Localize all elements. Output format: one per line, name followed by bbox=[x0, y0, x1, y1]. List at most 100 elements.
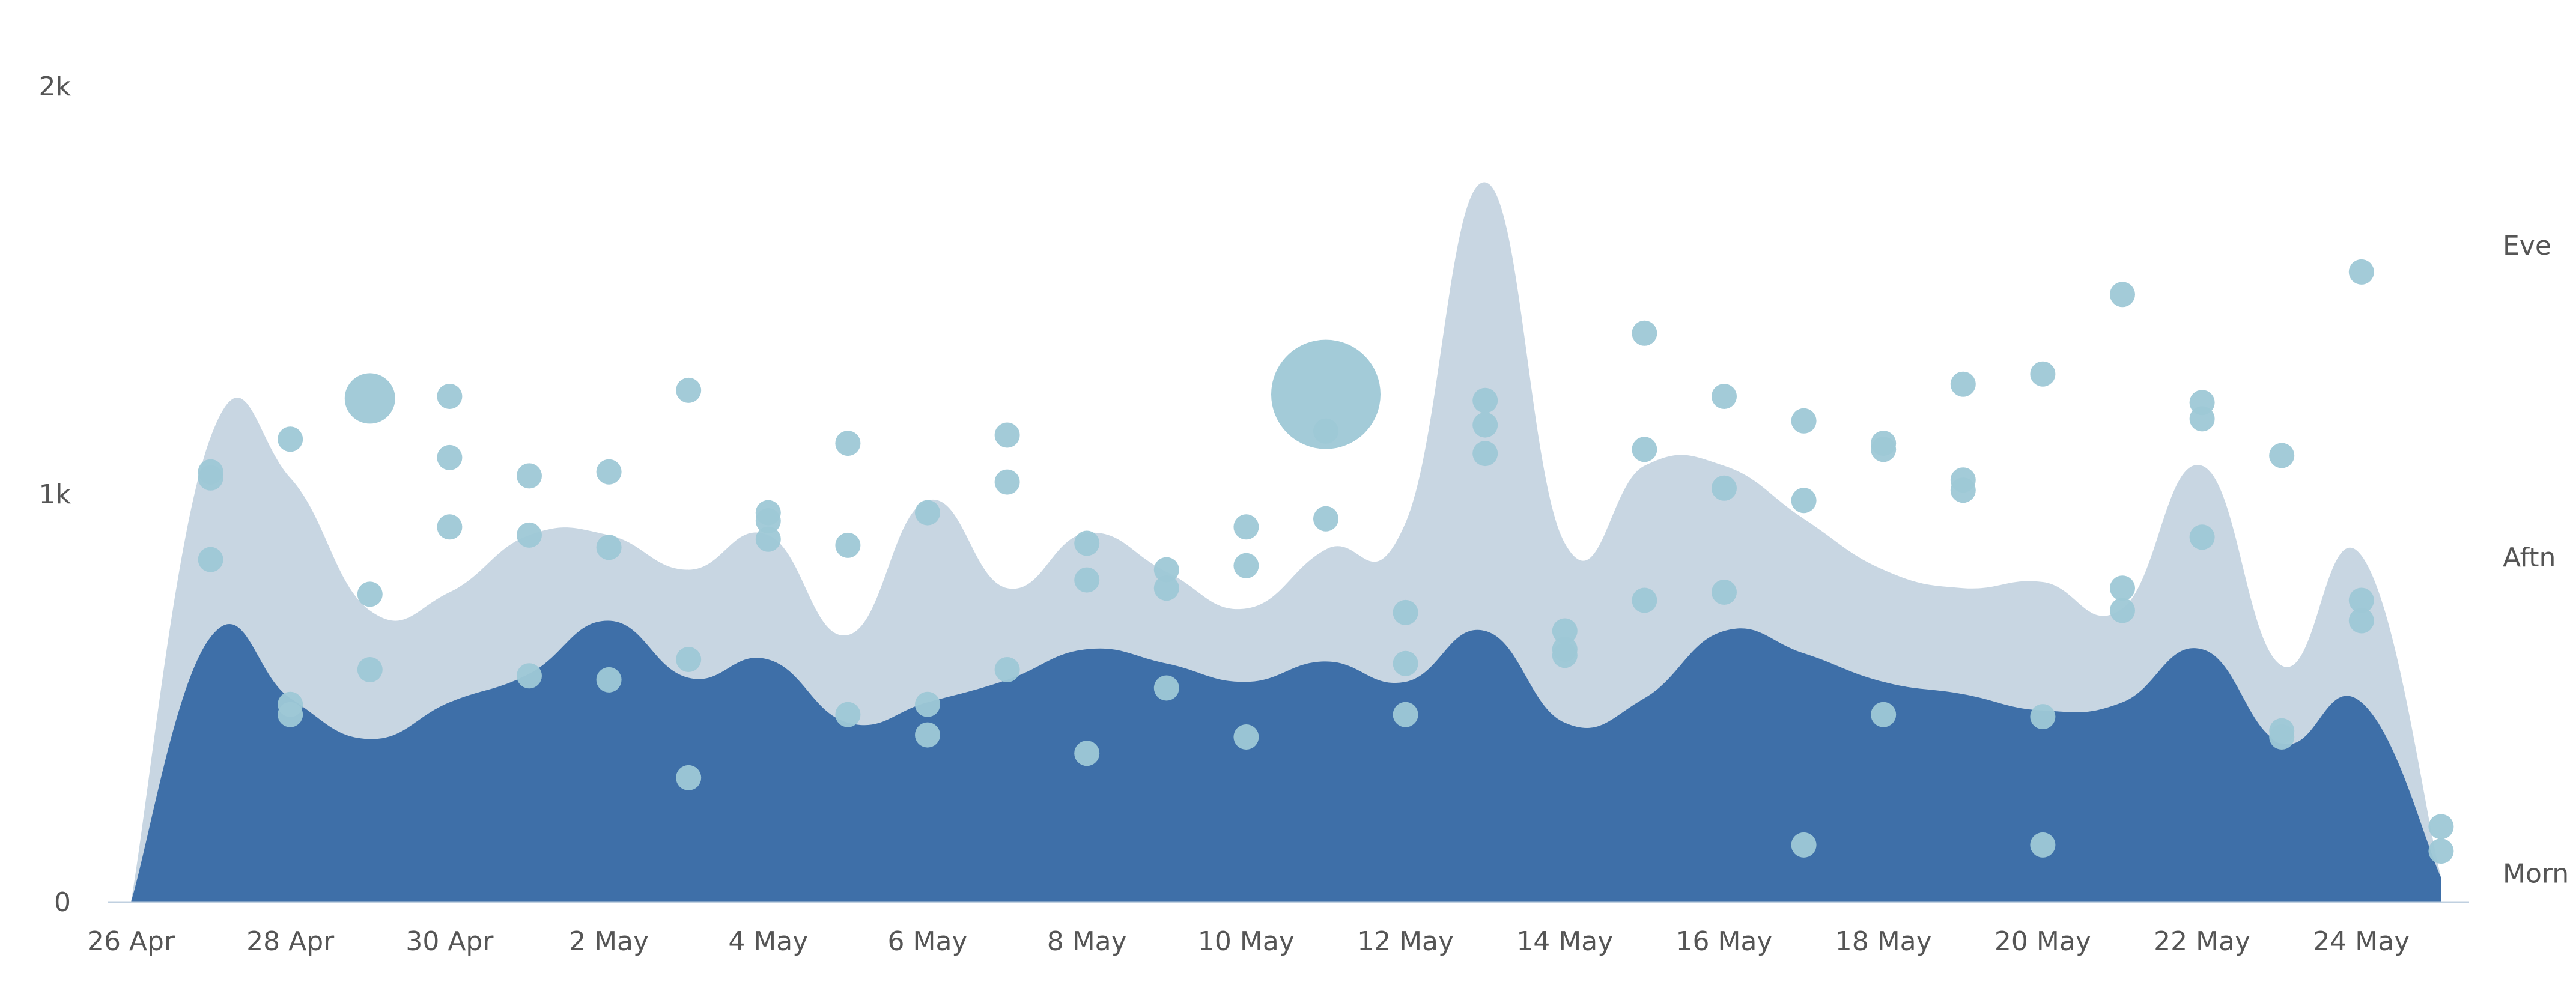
bubble-point[interactable] bbox=[2269, 443, 2295, 468]
bubble-point[interactable] bbox=[2428, 814, 2454, 840]
x-tick-label: 8 May bbox=[1047, 926, 1127, 957]
bubble-point[interactable] bbox=[1791, 488, 1817, 514]
bubble-point[interactable] bbox=[1950, 477, 1976, 503]
bubble-point[interactable] bbox=[1712, 475, 1737, 501]
bubble-point[interactable] bbox=[835, 532, 861, 558]
bubble-point[interactable] bbox=[994, 422, 1020, 448]
bubble-point[interactable] bbox=[994, 657, 1020, 682]
bubble-point[interactable] bbox=[437, 444, 463, 470]
bubble-point[interactable] bbox=[1632, 437, 1657, 462]
bubble-point[interactable] bbox=[1313, 418, 1338, 444]
right-axis-labels: Morn Aftn Eve bbox=[2503, 231, 2569, 890]
bubble-point[interactable] bbox=[2348, 608, 2374, 634]
x-tick-label: 14 May bbox=[1516, 926, 1613, 957]
y-tick-label: 0 bbox=[54, 887, 71, 918]
area-series-group bbox=[131, 182, 2441, 902]
bubble-point[interactable] bbox=[676, 647, 702, 672]
bubble-point[interactable] bbox=[2110, 282, 2135, 308]
bubble-point[interactable] bbox=[1074, 530, 1100, 556]
bubble-point[interactable] bbox=[344, 373, 395, 424]
bubble-points-group bbox=[198, 259, 2454, 864]
x-tick-label: 10 May bbox=[1198, 926, 1295, 957]
bubble-point[interactable] bbox=[1271, 339, 1381, 449]
bubble-point[interactable] bbox=[596, 535, 622, 560]
bubble-point[interactable] bbox=[1552, 643, 1578, 668]
bubble-point[interactable] bbox=[437, 514, 463, 540]
bubble-point[interactable] bbox=[1712, 384, 1737, 409]
bubble-point[interactable] bbox=[437, 384, 463, 409]
x-tick-label: 22 May bbox=[2154, 926, 2250, 957]
x-tick-label: 6 May bbox=[888, 926, 968, 957]
bubble-point[interactable] bbox=[1074, 567, 1100, 593]
bubble-point[interactable] bbox=[517, 663, 542, 689]
bubble-point[interactable] bbox=[2030, 361, 2056, 387]
bubble-point[interactable] bbox=[915, 500, 940, 526]
bubble-point[interactable] bbox=[357, 581, 383, 607]
bubble-point[interactable] bbox=[2110, 575, 2135, 601]
right-axis-label: Eve bbox=[2503, 231, 2551, 261]
bubble-point[interactable] bbox=[198, 547, 223, 572]
bubble-point[interactable] bbox=[1472, 387, 1498, 413]
bubble-point[interactable] bbox=[596, 667, 622, 693]
bubble-point[interactable] bbox=[1393, 702, 1418, 727]
bubble-point[interactable] bbox=[2110, 598, 2135, 623]
x-tick-label: 4 May bbox=[728, 926, 808, 957]
bubble-point[interactable] bbox=[915, 722, 940, 748]
bubble-point[interactable] bbox=[278, 426, 303, 452]
bubble-point[interactable] bbox=[1233, 514, 1259, 540]
bubble-point[interactable] bbox=[2428, 838, 2454, 864]
bubble-point[interactable] bbox=[2269, 724, 2295, 750]
bubble-point[interactable] bbox=[596, 459, 622, 485]
bubble-point[interactable] bbox=[1233, 724, 1259, 750]
bubble-point[interactable] bbox=[1472, 412, 1498, 438]
bubble-point[interactable] bbox=[1074, 741, 1100, 766]
bubble-point[interactable] bbox=[2030, 704, 2056, 730]
bubble-point[interactable] bbox=[1153, 575, 1179, 601]
bubble-point[interactable] bbox=[2189, 406, 2215, 432]
bubble-point[interactable] bbox=[1472, 441, 1498, 467]
bubble-point[interactable] bbox=[2348, 587, 2374, 613]
bubble-point[interactable] bbox=[1233, 553, 1259, 578]
bubble-point[interactable] bbox=[1871, 437, 1897, 462]
x-tick-label: 28 Apr bbox=[246, 926, 335, 957]
bubble-point[interactable] bbox=[994, 469, 1020, 495]
bubble-point[interactable] bbox=[1153, 557, 1179, 583]
bubble-point[interactable] bbox=[676, 765, 702, 790]
bubble-point[interactable] bbox=[517, 522, 542, 548]
x-tick-label: 20 May bbox=[1994, 926, 2091, 957]
bubble-point[interactable] bbox=[1632, 320, 1657, 346]
bubble-point[interactable] bbox=[1632, 587, 1657, 613]
x-tick-label: 30 Apr bbox=[406, 926, 494, 957]
bubble-point[interactable] bbox=[1712, 580, 1737, 605]
bubble-point[interactable] bbox=[278, 702, 303, 727]
x-tick-label: 12 May bbox=[1357, 926, 1454, 957]
x-tick-label: 16 May bbox=[1676, 926, 1773, 957]
bubble-point[interactable] bbox=[357, 657, 383, 682]
x-tick-label: 2 May bbox=[569, 926, 649, 957]
bubble-point[interactable] bbox=[755, 508, 781, 534]
bubble-point[interactable] bbox=[2348, 259, 2374, 285]
bubble-point[interactable] bbox=[1871, 702, 1897, 727]
bubble-point[interactable] bbox=[1153, 675, 1179, 701]
area-series-0 bbox=[131, 620, 2441, 902]
bubble-point[interactable] bbox=[1313, 506, 1338, 532]
bubble-point[interactable] bbox=[517, 463, 542, 489]
bubble-point[interactable] bbox=[915, 691, 940, 717]
bubble-point[interactable] bbox=[1791, 408, 1817, 434]
bubble-point[interactable] bbox=[1552, 618, 1578, 644]
x-tick-label: 26 Apr bbox=[87, 926, 175, 957]
bubble-point[interactable] bbox=[198, 465, 223, 491]
bubble-point[interactable] bbox=[676, 377, 702, 403]
bubble-point[interactable] bbox=[2030, 832, 2056, 858]
bubble-point[interactable] bbox=[835, 431, 861, 456]
x-axis-ticks: 26 Apr 28 Apr 30 Apr 2 May 4 May 6 May 8 May 10… bbox=[87, 926, 2410, 957]
bubble-point[interactable] bbox=[1950, 371, 1976, 397]
bubble-point[interactable] bbox=[835, 702, 861, 727]
bubble-point[interactable] bbox=[1393, 599, 1418, 625]
bubble-point[interactable] bbox=[1791, 832, 1817, 858]
right-axis-label: Aftn bbox=[2503, 542, 2556, 573]
bubble-point[interactable] bbox=[755, 526, 781, 552]
bubble-point[interactable] bbox=[1393, 650, 1418, 676]
bubble-point[interactable] bbox=[2189, 524, 2215, 550]
